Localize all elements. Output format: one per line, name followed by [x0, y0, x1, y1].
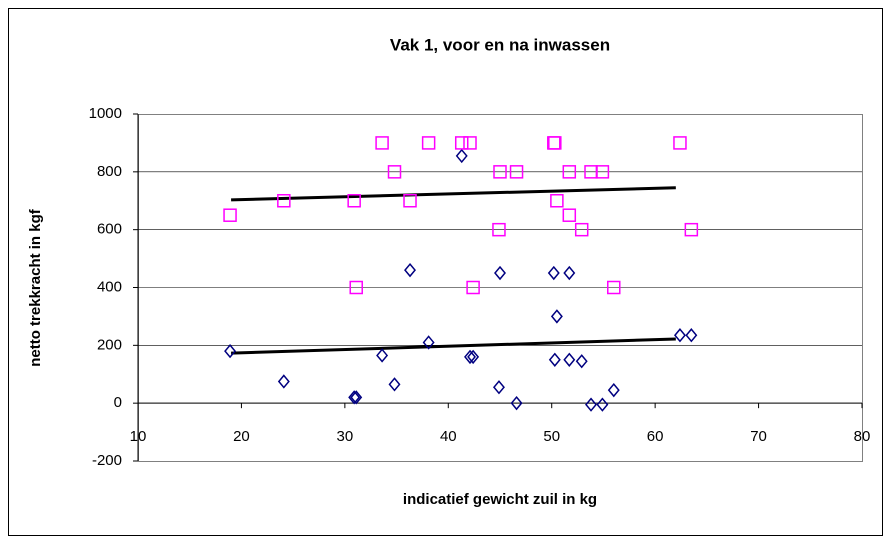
- y-tick-label: 400: [97, 278, 122, 295]
- x-tick-label: 10: [130, 428, 147, 445]
- x-tick-label: 80: [854, 428, 871, 445]
- diamond-marker: [455, 148, 468, 164]
- square-marker: [595, 165, 610, 179]
- square-marker: [509, 165, 524, 179]
- x-tick-label: 20: [233, 428, 250, 445]
- diamond-marker: [607, 382, 620, 398]
- x-tick-label: 70: [750, 428, 767, 445]
- diamond-marker: [685, 328, 698, 343]
- diamond-marker: [547, 265, 560, 281]
- trendline: [231, 337, 676, 355]
- y-tick-label: 600: [97, 221, 122, 238]
- diamond-marker: [492, 380, 505, 395]
- square-marker: [387, 165, 402, 179]
- x-tick-label: 40: [440, 428, 457, 445]
- square-marker: [684, 222, 699, 237]
- square-marker: [403, 194, 417, 208]
- square-marker: [466, 280, 480, 295]
- square-marker: [548, 136, 562, 150]
- diamond-marker: [350, 390, 363, 405]
- square-marker: [607, 280, 621, 295]
- square-marker: [562, 165, 577, 179]
- square-marker: [550, 194, 564, 208]
- diamond-marker: [575, 354, 588, 369]
- diamond-marker: [563, 352, 576, 367]
- y-axis-title: netto trekkracht in kgf: [27, 208, 44, 367]
- y-tick-label: 0: [114, 394, 122, 411]
- diamond-marker: [550, 309, 563, 324]
- diamond-marker: [510, 395, 523, 411]
- diamond-marker: [467, 349, 480, 365]
- x-tick-label: 60: [647, 428, 664, 445]
- x-axis-title: indicatief gewicht zuil in kg: [403, 491, 597, 508]
- y-tick-label: 200: [97, 336, 122, 353]
- y-tick-label: 1000: [89, 105, 122, 122]
- trendline: [231, 186, 676, 202]
- square-marker: [463, 136, 477, 150]
- diamond-marker: [404, 262, 416, 278]
- square-marker: [375, 136, 389, 150]
- square-marker: [673, 136, 687, 150]
- x-tick-label: 30: [337, 428, 354, 445]
- square-marker: [223, 208, 237, 222]
- x-tick-label: 50: [543, 428, 560, 445]
- diamond-marker: [422, 335, 435, 350]
- diamond-marker: [548, 352, 561, 367]
- square-marker: [277, 194, 291, 208]
- diamond-marker: [673, 328, 686, 343]
- y-tick-label: -200: [92, 452, 122, 469]
- square-marker: [421, 136, 436, 150]
- square-marker: [454, 136, 469, 150]
- diamond-marker: [376, 348, 389, 363]
- diamond-marker: [585, 397, 597, 412]
- square-marker: [349, 280, 363, 295]
- diamond-marker: [464, 349, 476, 365]
- square-marker: [562, 208, 577, 222]
- diamond-marker: [494, 265, 506, 281]
- y-tick-label: 800: [97, 163, 122, 180]
- square-marker: [492, 222, 506, 237]
- square-marker: [493, 165, 507, 179]
- square-marker: [347, 194, 361, 208]
- diamond-marker: [388, 377, 401, 392]
- diamond-marker: [224, 343, 237, 359]
- diamond-marker: [348, 390, 361, 405]
- diamond-marker: [596, 397, 609, 412]
- diamond-marker: [563, 265, 576, 281]
- square-marker: [574, 222, 589, 237]
- chart-title: Vak 1, voor en na inwassen: [390, 35, 610, 54]
- diamond-marker: [277, 374, 290, 389]
